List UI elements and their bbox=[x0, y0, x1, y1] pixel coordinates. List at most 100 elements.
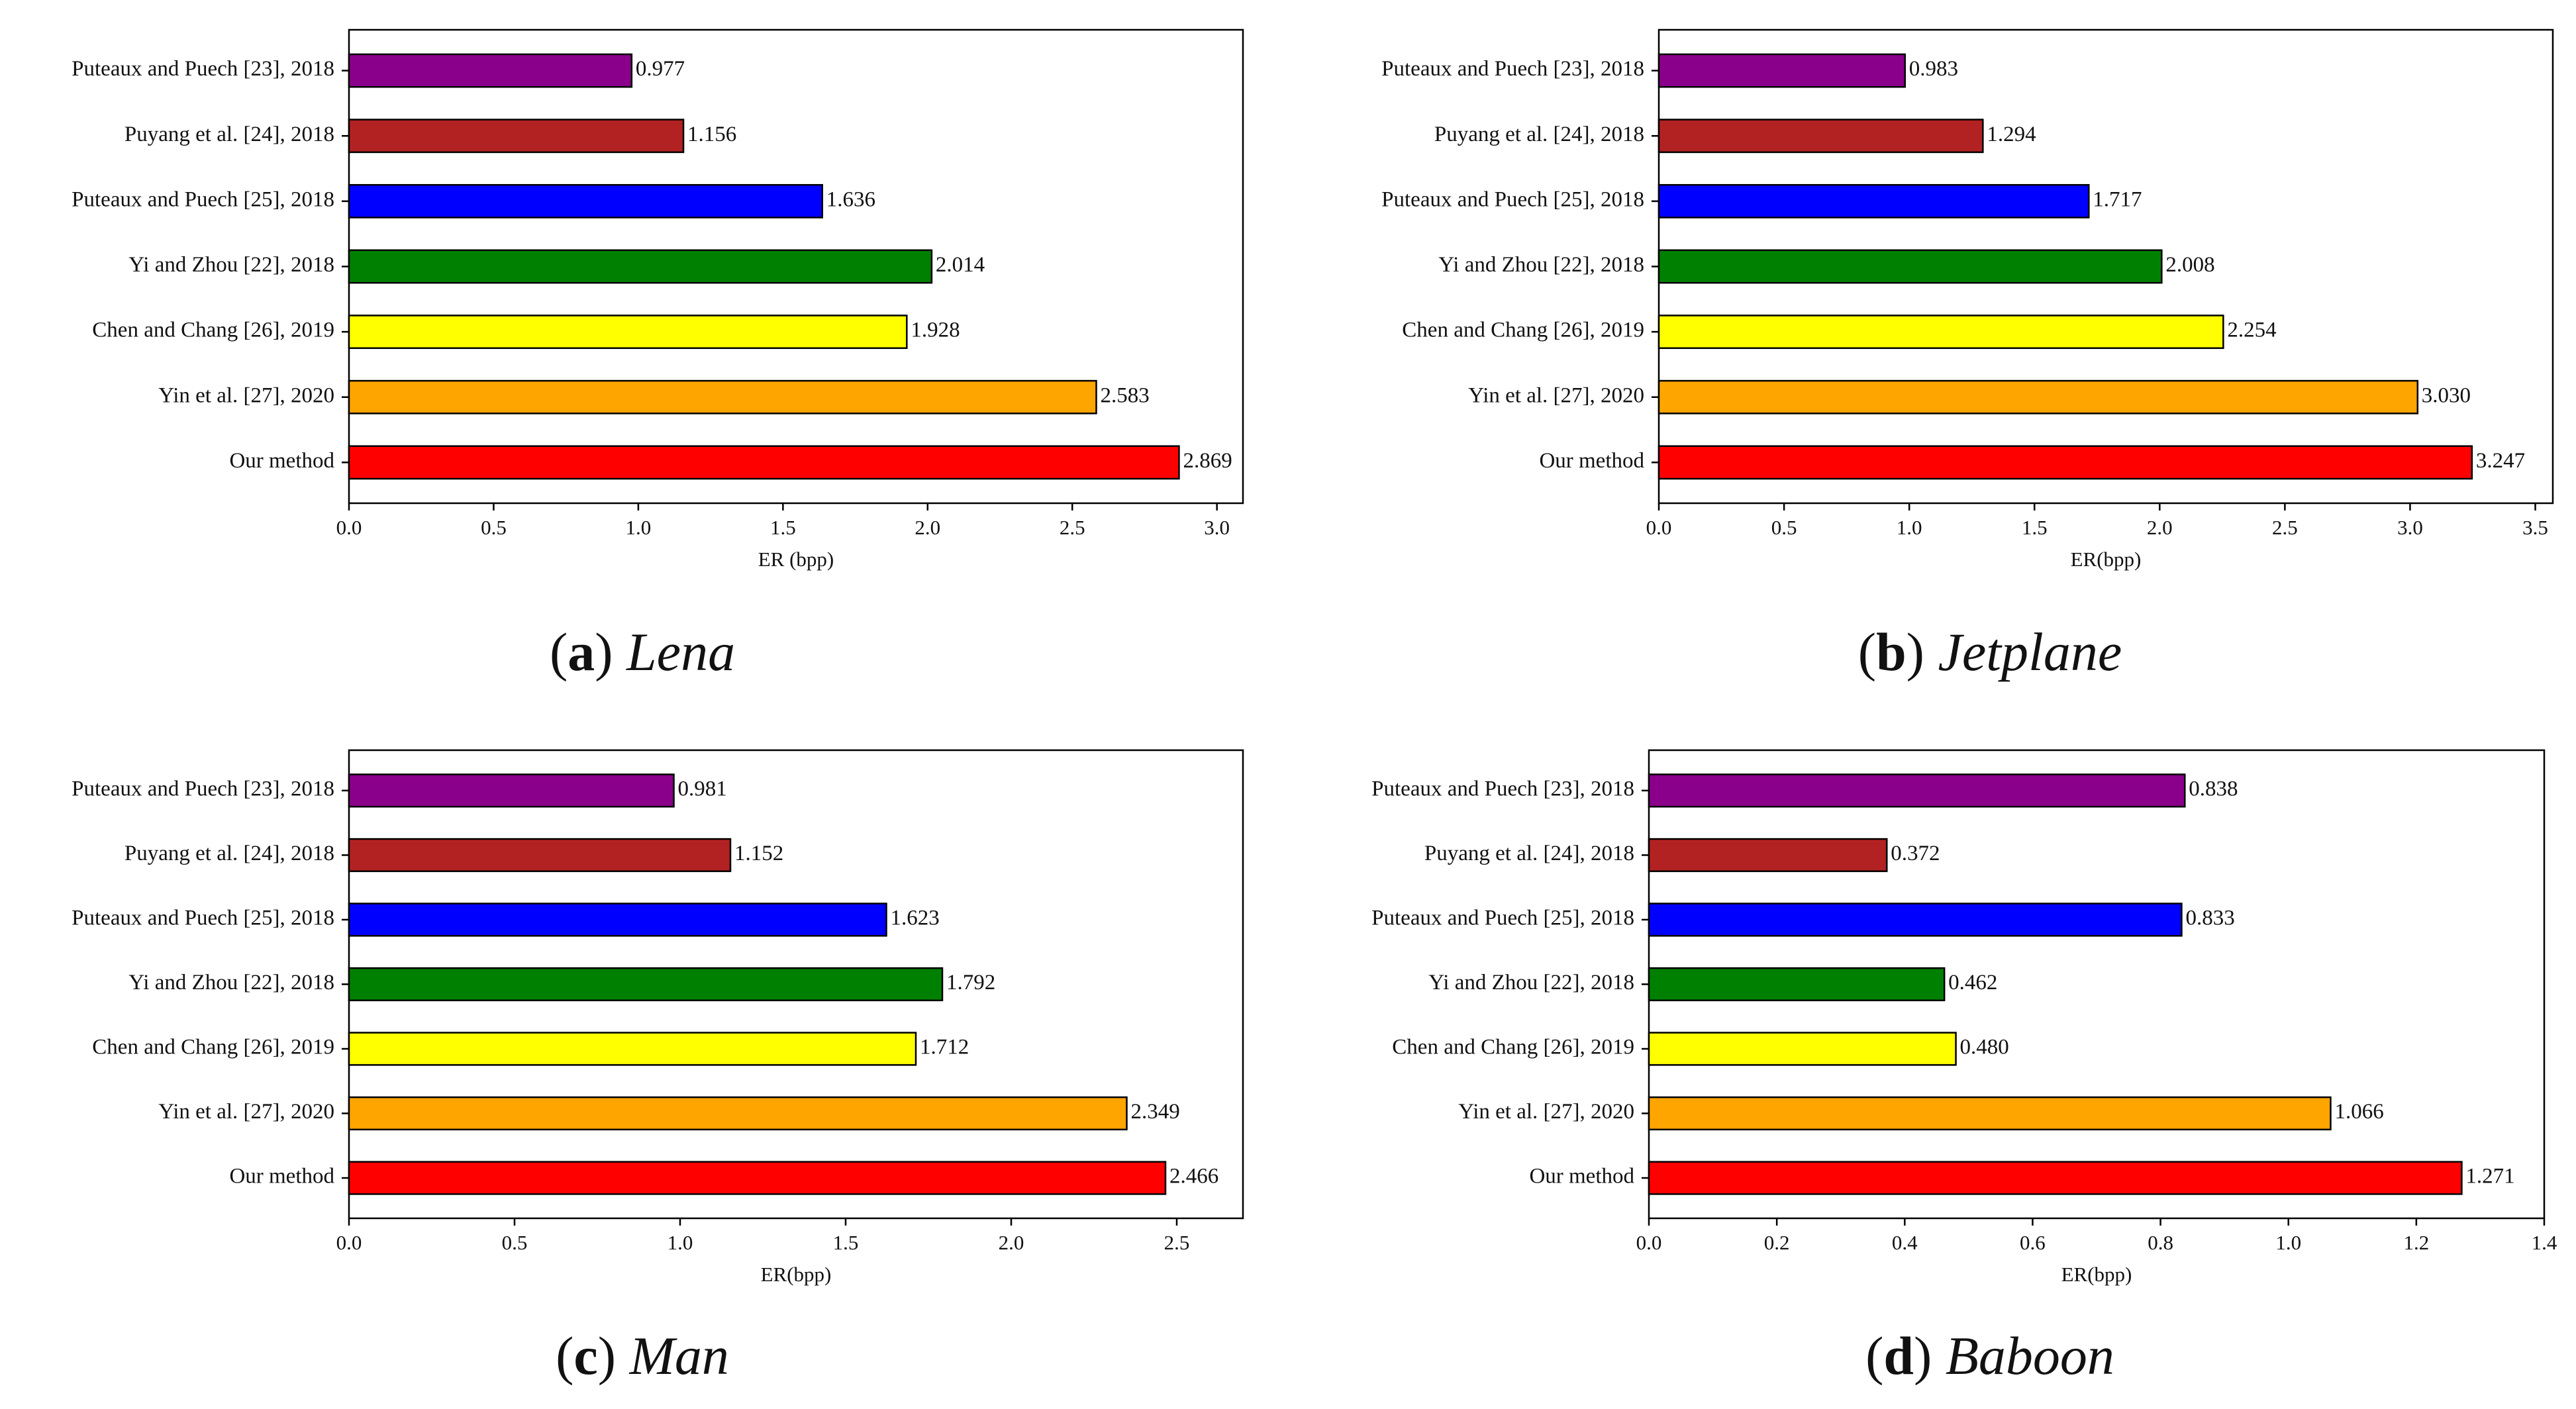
bar bbox=[1648, 902, 2183, 937]
value-label: 3.030 bbox=[2422, 383, 2471, 407]
bar bbox=[1658, 445, 2473, 480]
value-label: 0.372 bbox=[1891, 842, 1940, 865]
x-axis-label: ER(bpp) bbox=[761, 1263, 832, 1286]
x-tick-label: 0.0 bbox=[1636, 1231, 1662, 1254]
value-label: 2.008 bbox=[2165, 253, 2214, 277]
bar bbox=[348, 967, 944, 1002]
bar bbox=[348, 902, 887, 937]
caption-open-paren: ( bbox=[556, 1326, 573, 1386]
value-label: 1.712 bbox=[920, 1036, 969, 1059]
bar bbox=[348, 379, 1097, 414]
category-label: Yi and Zhou [22], 2018 bbox=[128, 971, 334, 995]
caption-close-paren: ) bbox=[598, 1326, 630, 1386]
panels: Puteaux and Puech [23], 2018 0.977 Puyang … bbox=[72, 28, 2557, 1386]
category-label: Puyang et al. [24], 2018 bbox=[1434, 122, 1644, 146]
value-label: 1.271 bbox=[2465, 1165, 2514, 1189]
bar bbox=[1648, 773, 2186, 808]
x-tick-label: 1.0 bbox=[668, 1231, 693, 1254]
category-label: Chen and Chang [26], 2019 bbox=[92, 1036, 334, 1059]
category-label: Our method bbox=[229, 449, 334, 473]
category-label: Our method bbox=[1529, 1165, 1634, 1189]
x-tick-label: 1.5 bbox=[833, 1231, 859, 1254]
value-label: 1.066 bbox=[2334, 1100, 2383, 1124]
category-label: Puyang et al. [24], 2018 bbox=[124, 122, 334, 146]
bar bbox=[348, 445, 1180, 480]
x-tick-label: 3.0 bbox=[1204, 516, 1230, 539]
x-tick-label: 1.0 bbox=[626, 516, 652, 539]
category-label: Yin et al. [27], 2020 bbox=[158, 383, 334, 407]
x-tick-label: 0.6 bbox=[2020, 1231, 2046, 1254]
category-label: Yi and Zhou [22], 2018 bbox=[1428, 971, 1634, 995]
category-label: Yin et al. [27], 2020 bbox=[1468, 383, 1644, 407]
category-label: Puteaux and Puech [25], 2018 bbox=[1371, 906, 1634, 930]
x-tick-label: 1.2 bbox=[2403, 1231, 2429, 1254]
x-tick-label: 3.0 bbox=[2397, 516, 2423, 539]
x-tick-label: 2.0 bbox=[999, 1231, 1024, 1254]
value-label: 0.838 bbox=[2189, 777, 2238, 801]
x-tick-label: 2.0 bbox=[915, 516, 940, 539]
value-label: 2.254 bbox=[2227, 318, 2276, 342]
x-tick-label: 0.5 bbox=[481, 516, 507, 539]
x-tick-label: 0.8 bbox=[2148, 1231, 2173, 1254]
chart-panel-lena: Puteaux and Puech [23], 2018 0.977 Puyang … bbox=[72, 28, 1244, 682]
bar bbox=[1648, 838, 1888, 873]
value-label: 3.247 bbox=[2476, 449, 2525, 473]
category-label: Chen and Chang [26], 2019 bbox=[1402, 318, 1644, 342]
x-tick-label: 1.0 bbox=[1897, 516, 1922, 539]
bar bbox=[1658, 249, 2163, 284]
x-tick-label: 1.4 bbox=[2532, 1231, 2557, 1254]
x-tick-label: 1.0 bbox=[2275, 1231, 2301, 1254]
x-axis-label: ER(bpp) bbox=[2071, 548, 2142, 571]
panel-caption: (c) Man bbox=[556, 1326, 729, 1386]
category-label: Puteaux and Puech [25], 2018 bbox=[1381, 187, 1644, 211]
category-label: Puyang et al. [24], 2018 bbox=[124, 842, 334, 865]
x-tick-label: 0.0 bbox=[336, 1231, 362, 1254]
chart-panel-jetplane: Puteaux and Puech [23], 2018 0.983 Puyang … bbox=[1381, 28, 2554, 682]
x-tick-label: 2.5 bbox=[2272, 516, 2298, 539]
x-tick-label: 2.5 bbox=[1060, 516, 1085, 539]
category-label: Our method bbox=[229, 1165, 334, 1189]
bar bbox=[1658, 315, 2224, 350]
bar bbox=[1648, 967, 1946, 1002]
panel-caption: (a) Lena bbox=[550, 622, 735, 682]
bar bbox=[1658, 119, 1984, 154]
value-label: 1.928 bbox=[911, 318, 960, 342]
bar bbox=[1648, 1032, 1957, 1066]
value-label: 1.636 bbox=[826, 187, 875, 211]
category-label: Puteaux and Puech [25], 2018 bbox=[72, 187, 334, 211]
chart-panel-man: Puteaux and Puech [23], 2018 0.981 Puyang … bbox=[72, 749, 1244, 1386]
bar bbox=[348, 773, 675, 808]
category-label: Puteaux and Puech [23], 2018 bbox=[1381, 57, 1644, 81]
value-label: 1.623 bbox=[891, 906, 940, 930]
category-label: Puteaux and Puech [23], 2018 bbox=[1371, 777, 1634, 801]
x-tick-label: 2.5 bbox=[1164, 1231, 1190, 1254]
value-label: 2.869 bbox=[1183, 449, 1232, 473]
bar bbox=[348, 53, 633, 88]
caption-open-paren: ( bbox=[1858, 622, 1876, 682]
category-label: Yi and Zhou [22], 2018 bbox=[128, 253, 334, 277]
category-label: Puteaux and Puech [25], 2018 bbox=[72, 906, 334, 930]
bar bbox=[348, 183, 824, 219]
bar bbox=[348, 1032, 917, 1066]
value-label: 2.583 bbox=[1100, 383, 1149, 407]
bar bbox=[348, 1161, 1167, 1195]
x-tick-label: 0.0 bbox=[336, 516, 362, 539]
caption-close-paren: ) bbox=[1907, 622, 1938, 682]
x-tick-label: 0.5 bbox=[1771, 516, 1797, 539]
category-label: Puyang et al. [24], 2018 bbox=[1424, 842, 1634, 865]
panel-caption: (b) Jetplane bbox=[1858, 622, 2122, 682]
x-tick-label: 0.0 bbox=[1646, 516, 1672, 539]
value-label: 1.294 bbox=[1987, 122, 2036, 146]
value-label: 0.977 bbox=[636, 57, 685, 81]
category-label: Puteaux and Puech [23], 2018 bbox=[72, 777, 334, 801]
value-label: 0.462 bbox=[1948, 971, 1997, 995]
caption-name: Lena bbox=[626, 622, 735, 682]
bar bbox=[1658, 379, 2419, 414]
bar bbox=[1658, 183, 2090, 219]
caption-name: Jetplane bbox=[1938, 622, 2122, 682]
value-label: 0.983 bbox=[1909, 57, 1958, 81]
x-tick-label: 2.0 bbox=[2147, 516, 2173, 539]
caption-letter: c bbox=[573, 1326, 597, 1386]
value-label: 2.014 bbox=[936, 253, 985, 277]
